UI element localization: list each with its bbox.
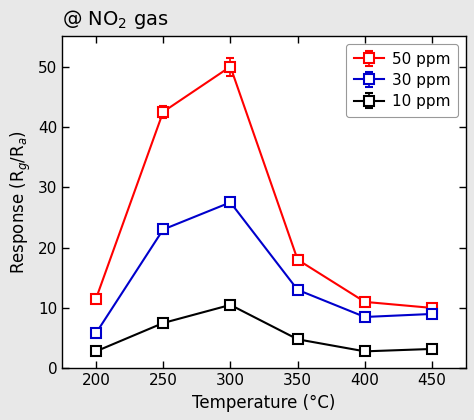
Y-axis label: Response (R$_g$/R$_a$): Response (R$_g$/R$_a$)	[9, 131, 33, 274]
Text: @ NO$_2$ gas: @ NO$_2$ gas	[62, 8, 169, 32]
X-axis label: Temperature (°C): Temperature (°C)	[192, 394, 336, 412]
Legend: 50 ppm, 30 ppm, 10 ppm: 50 ppm, 30 ppm, 10 ppm	[346, 44, 458, 117]
